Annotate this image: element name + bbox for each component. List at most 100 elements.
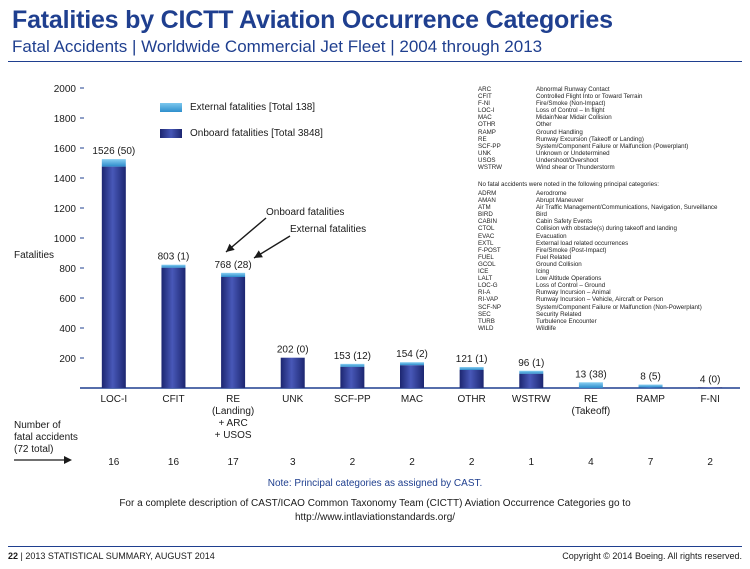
- fatal-accidents-label-line: fatal accidents: [14, 432, 78, 443]
- no-fatal-category-description: Icing: [536, 268, 550, 276]
- category-row: RAMP Ground Handling: [478, 129, 688, 136]
- category-row: SCF-PP System/Component Failure or Malfun…: [478, 143, 688, 150]
- category-description: Other: [536, 121, 552, 129]
- no-fatal-category-code: AMAN: [478, 197, 496, 205]
- data-label: 202 (0): [277, 345, 309, 356]
- data-label: 121 (1): [456, 354, 488, 365]
- legend-label-external: External fatalities [Total 138]: [190, 101, 316, 113]
- fatal-accidents-count: 2: [350, 457, 356, 468]
- fatalities-bar-chart: Fatalities200400600800100012001400160018…: [14, 84, 740, 468]
- no-fatal-category-description: Runway Incursion – Animal: [536, 289, 611, 297]
- y-axis-label: Fatalities: [14, 250, 54, 261]
- x-tick-label: MAC: [401, 394, 423, 405]
- fatal-accidents-count: 16: [108, 457, 120, 468]
- x-tick-label: F-NI: [700, 394, 719, 405]
- no-fatal-category-row: TURB Turbulence Encounter: [478, 318, 717, 325]
- y-tick-label: 1400: [54, 174, 77, 185]
- no-fatal-category-row: F-POST Fire/Smoke (Post-Impact): [478, 247, 717, 254]
- legend-swatch-external: [160, 102, 182, 112]
- category-row: ARC Abnormal Runway Contact: [478, 86, 688, 93]
- x-tick-label: UNK: [282, 394, 303, 405]
- no-fatal-category-description: Low Altitude Operations: [536, 275, 602, 283]
- bar-onboard: [459, 370, 484, 388]
- bar-onboard: [698, 387, 723, 388]
- y-tick-label: 1000: [54, 234, 77, 245]
- page-number: 22: [8, 551, 19, 561]
- footer-publication: | 2013 STATISTICAL SUMMARY, AUGUST 2014: [18, 551, 215, 561]
- bar-onboard: [340, 366, 365, 388]
- x-tick-label: CFIT: [162, 394, 184, 405]
- bar-external: [400, 362, 424, 366]
- category-row: UNK Unknown or Undetermined: [478, 150, 688, 157]
- category-code: WSTRW: [478, 164, 502, 172]
- arrow-external-head: [254, 250, 263, 258]
- no-fatal-category-description: Fire/Smoke (Post-Impact): [536, 246, 607, 254]
- no-fatal-category-description: Abrupt Maneuver: [536, 197, 584, 205]
- no-fatal-category-row: AMAN Abrupt Maneuver: [478, 197, 717, 204]
- no-fatal-category-code: TURB: [478, 317, 495, 325]
- y-tick-label: 600: [59, 294, 76, 305]
- footer-left: 22 | 2013 STATISTICAL SUMMARY, AUGUST 20…: [8, 551, 215, 561]
- no-fatal-category-description: Wildlife: [536, 324, 556, 332]
- no-fatal-category-code: EXTL: [478, 239, 494, 247]
- y-tick-label: 200: [59, 354, 76, 365]
- bar-external: [340, 363, 365, 367]
- category-code: LOC-I: [478, 107, 495, 115]
- category-description: Runway Excursion (Takeoff or Landing): [536, 135, 644, 143]
- category-description: Controlled Flight Into or Toward Terrain: [536, 93, 643, 101]
- no-fatal-category-row: BIRD Bird: [478, 211, 717, 218]
- category-row: LOC-I Loss of Control – In flight: [478, 107, 688, 114]
- no-fatal-note: No fatal accidents were noted in the fol…: [478, 181, 659, 188]
- y-tick-label: 1200: [54, 204, 77, 215]
- legend-swatch-onboard: [160, 128, 182, 138]
- no-fatal-category-row: RI-VAP Runway Incursion – Vehicle, Aircra…: [478, 296, 717, 303]
- no-fatal-category-row: ICE Icing: [478, 268, 717, 275]
- no-fatal-category-description: Runway Incursion – Vehicle, Aircraft or …: [536, 296, 664, 304]
- category-code: USOS: [478, 156, 496, 164]
- x-tick-label: RAMP: [636, 394, 665, 405]
- no-fatal-category-description: System/Component Failure or Malfunction …: [536, 303, 702, 311]
- data-label: 13 (38): [575, 369, 607, 380]
- no-fatal-category-row: WILD Wildlife: [478, 325, 717, 332]
- category-row: F-NI Fire/Smoke (Non-Impact): [478, 100, 688, 107]
- no-fatal-category-code: GCOL: [478, 260, 496, 268]
- description-link[interactable]: http://www.intlaviationstandards.org/: [294, 512, 456, 523]
- no-fatal-category-row: CABIN Cabin Safety Events: [478, 218, 717, 225]
- no-fatal-category-row: ADRM Aerodrome: [478, 190, 717, 197]
- no-fatal-category-code: SEC: [478, 310, 491, 318]
- no-fatal-category-code: RI-A: [478, 289, 491, 297]
- y-tick-label: 800: [59, 264, 76, 275]
- no-fatal-category-description: Security Related: [536, 310, 582, 318]
- no-fatal-category-description: Turbulence Encounter: [536, 317, 597, 325]
- bar-external: [161, 264, 186, 268]
- bar-onboard: [161, 267, 186, 388]
- page-title: Fatalities by CICTT Aviation Occurrence …: [12, 6, 613, 34]
- data-label: 768 (28): [214, 260, 251, 271]
- no-fatal-category-description: Aerodrome: [536, 190, 567, 197]
- bar-onboard: [400, 365, 424, 388]
- arrow-onboard-head: [226, 243, 235, 252]
- fatal-accidents-label-line: Number of: [14, 420, 61, 431]
- no-fatal-category-description: Air Traffic Management/Communications, N…: [536, 204, 718, 212]
- no-fatal-category-code: FUEL: [478, 253, 494, 261]
- legend-label-onboard: Onboard fatalities [Total 3848]: [190, 127, 323, 139]
- no-fatal-category-row: EXTL External load related occurrences: [478, 240, 717, 247]
- no-fatal-category-code: ADRM: [478, 190, 497, 197]
- fatal-accidents-count: 17: [228, 457, 240, 468]
- bar-external: [221, 272, 246, 277]
- x-tick-label: WSTRW: [512, 394, 551, 405]
- bar-external: [459, 367, 484, 370]
- arrow-right-icon: [14, 456, 72, 464]
- legend-item-external: External fatalities [Total 138]: [160, 100, 323, 114]
- legend-item-onboard: Onboard fatalities [Total 3848]: [160, 126, 323, 140]
- category-description: Wind shear or Thunderstorm: [536, 164, 615, 172]
- data-label: 8 (5): [640, 372, 661, 383]
- no-fatal-category-description: Loss of Control – Ground: [536, 282, 606, 290]
- bar-external: [519, 370, 544, 374]
- category-code: RAMP: [478, 128, 496, 136]
- category-description: Unknown or Undetermined: [536, 149, 610, 157]
- no-fatal-category-code: WILD: [478, 324, 494, 332]
- annotation-onboard: Onboard fatalities: [266, 207, 344, 218]
- x-tick-label: LOC-I: [100, 394, 127, 405]
- category-code: F-NI: [478, 100, 491, 108]
